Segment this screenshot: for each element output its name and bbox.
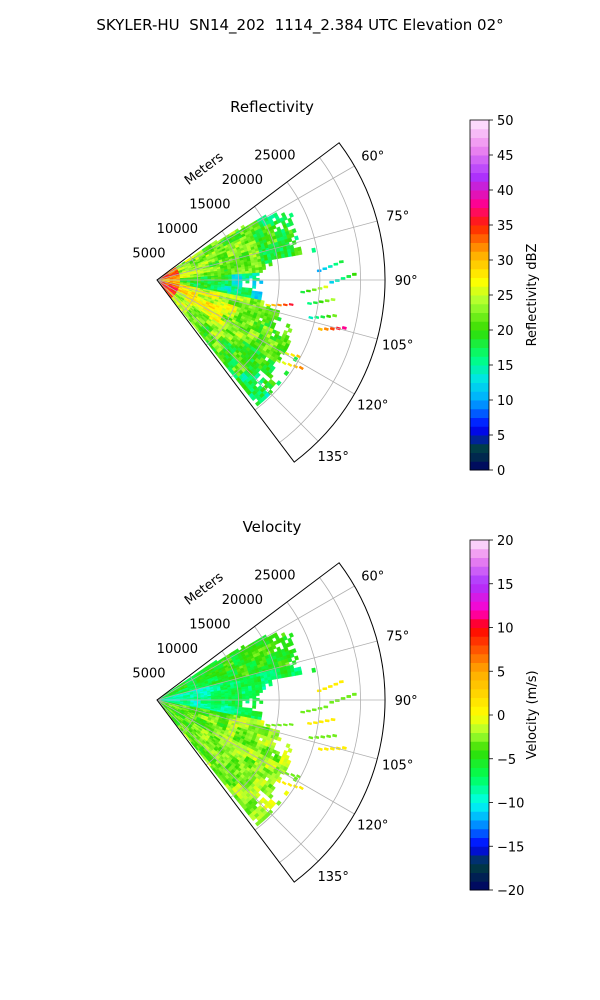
colorbar-tick-label: 0 (497, 464, 505, 479)
r-tick-label: 20000 (222, 593, 263, 608)
r-tick-label: 10000 (157, 642, 198, 657)
polar-grid (156, 157, 385, 443)
colorbar-tick-label: 0 (497, 709, 505, 724)
colorbar-tick-label: 15 (497, 359, 514, 374)
colorbar-label: Velocity (m/s) (525, 670, 540, 759)
theta-tick-label: 135° (318, 450, 349, 465)
r-tick-label: 10000 (157, 222, 198, 237)
theta-tick-label: 60° (361, 569, 384, 584)
polar-sector-background (157, 142, 385, 463)
theta-tick-label: 75° (386, 630, 409, 645)
theta-tick-label: 105° (382, 338, 413, 353)
r-tick-label: 5000 (132, 666, 165, 681)
theta-tick-label: 120° (357, 399, 388, 414)
reflectivity-panel: Reflectivity 5000 10000 15000 20000 25000 Mete… (132, 98, 540, 479)
colorbar-tick-label: −20 (497, 884, 524, 899)
panel-title: Velocity (243, 518, 302, 536)
colorbar-tick-label: 20 (497, 324, 514, 339)
colorbar-tick-label: −5 (497, 753, 516, 768)
colorbar: 0 5 10 15 20 25 30 35 40 45 50 Reflectivity dBZ (469, 114, 540, 479)
colorbar-label: Reflectivity dBZ (525, 244, 540, 347)
theta-tick-label: 75° (386, 210, 409, 225)
r-tick-label: 20000 (222, 173, 263, 188)
theta-tick-label: 105° (382, 758, 413, 773)
figure-title: SKYLER-HU SN14_202 1114_2.384 UTC Elevat… (96, 16, 504, 34)
theta-tick-label: 90° (395, 274, 418, 289)
colorbar-tick-label: 10 (497, 622, 514, 637)
colorbar-tick-label: 25 (497, 289, 514, 304)
velocity-panel: Velocity 5000 10000 15000 20000 25000 Meters 60… (132, 518, 540, 899)
r-axis-label: Meters (182, 150, 227, 189)
r-tick-label: 25000 (254, 568, 295, 583)
theta-tick-label: 90° (395, 694, 418, 709)
polar-grid (156, 577, 385, 863)
r-axis-label: Meters (182, 570, 227, 609)
r-tick-label: 25000 (254, 148, 295, 163)
colorbar: −20 −15 −10 −5 0 5 10 15 20 Velocity (m/s) (469, 534, 540, 899)
theta-tick-label: 135° (318, 870, 349, 885)
colorbar-tick-label: −15 (497, 840, 524, 855)
r-tick-label: 5000 (132, 246, 165, 261)
colorbar-tick-label: 40 (497, 184, 514, 199)
polar-sector-outline (156, 562, 386, 883)
colorbar-tick-label: 5 (497, 429, 505, 444)
polar-sector-background (157, 562, 385, 883)
colorbar-tick-label: 35 (497, 219, 514, 234)
theta-tick-label: 120° (357, 819, 388, 834)
radar-data-field (158, 632, 357, 827)
colorbar-tick-label: 5 (497, 665, 505, 680)
colorbar-tick-label: 30 (497, 254, 514, 269)
colorbar-tick-label: 50 (497, 114, 514, 129)
polar-sector-outline (156, 142, 386, 463)
colorbar-tick-label: 10 (497, 394, 514, 409)
colorbar-tick-label: −10 (497, 797, 524, 812)
colorbar-tick-label: 15 (497, 578, 514, 593)
panel-title: Reflectivity (230, 98, 314, 116)
colorbar-tick-label: 45 (497, 149, 514, 164)
colorbar-tick-label: 20 (497, 534, 514, 549)
r-tick-label: 15000 (189, 197, 230, 212)
theta-tick-label: 60° (361, 149, 384, 164)
r-tick-label: 15000 (189, 617, 230, 632)
